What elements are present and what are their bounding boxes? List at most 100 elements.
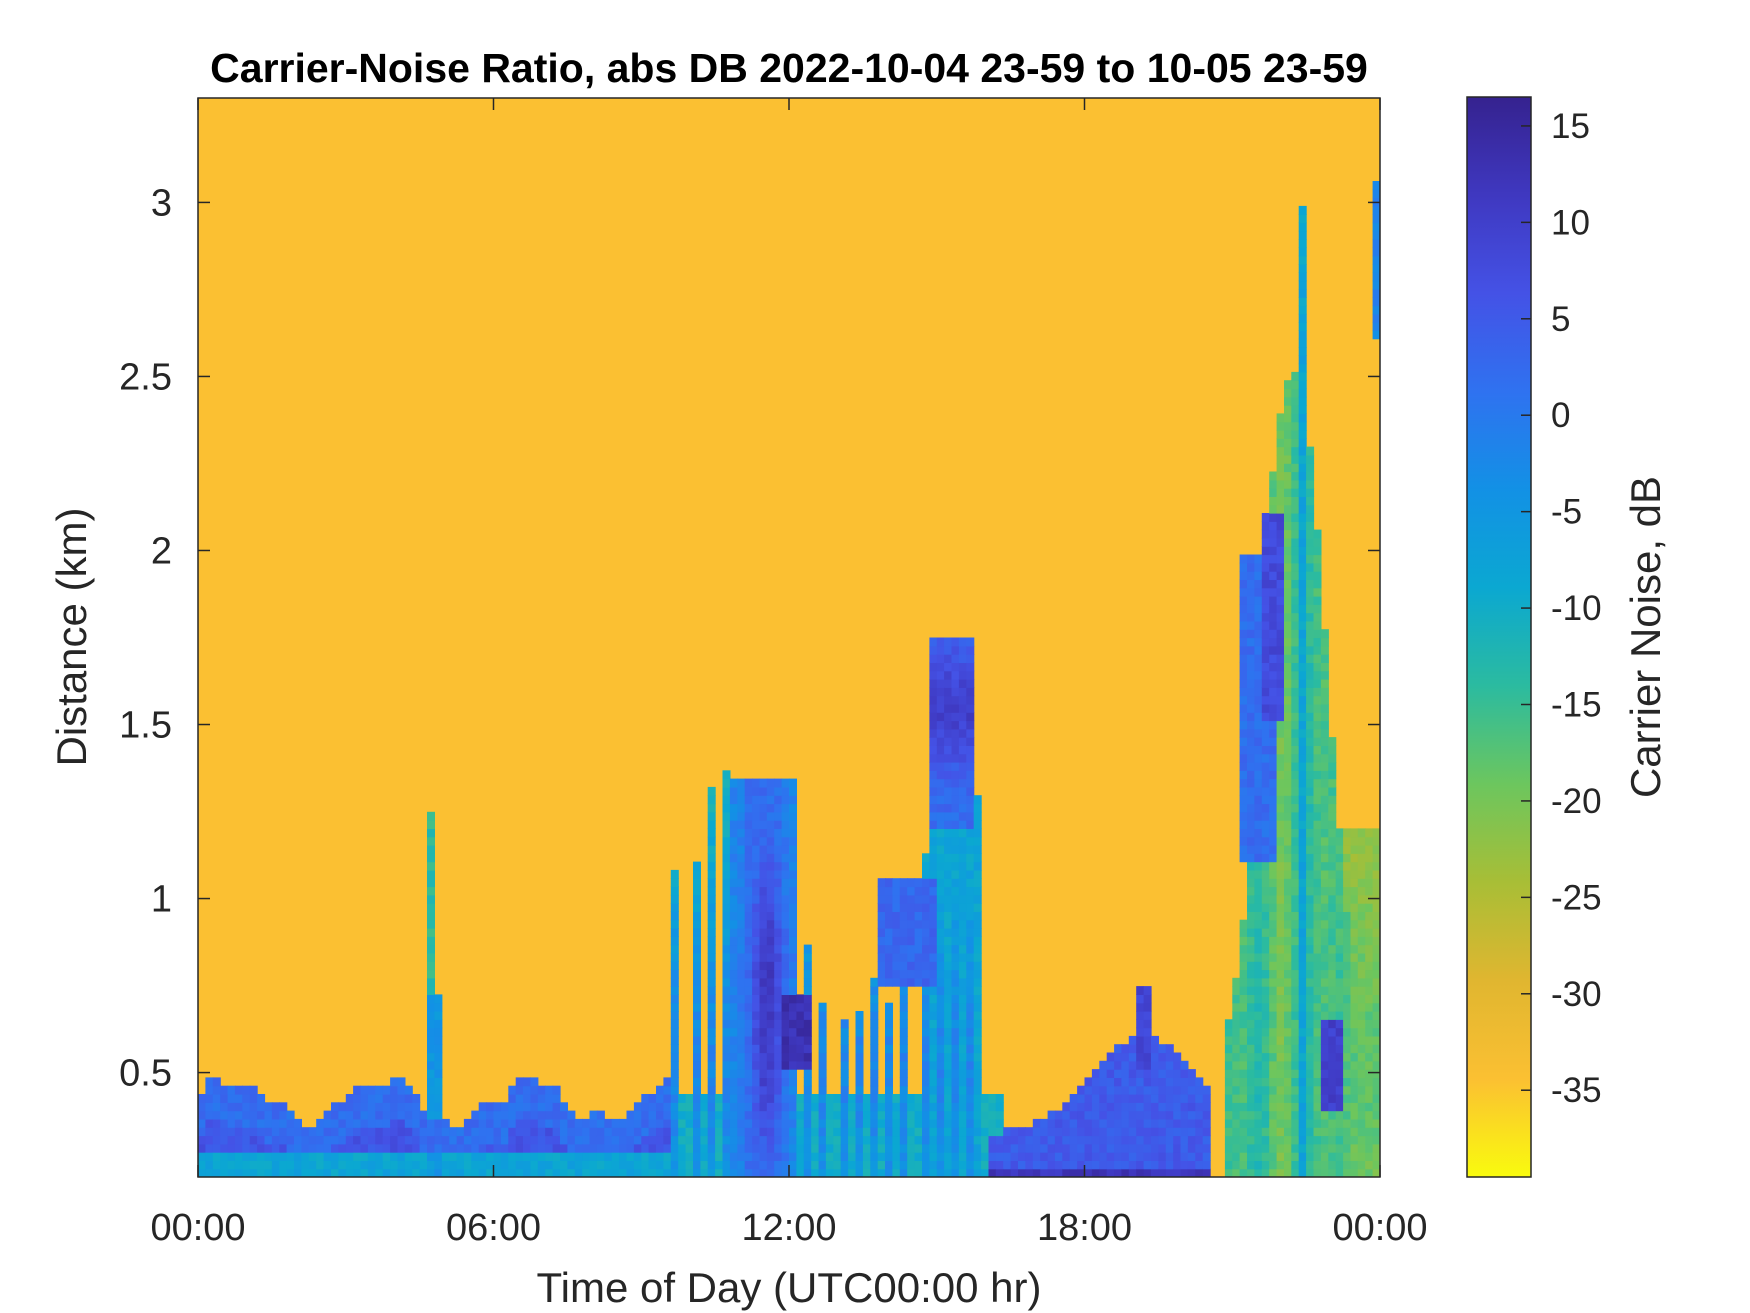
- heatmap-cell: [279, 1168, 288, 1177]
- heatmap-cell: [759, 845, 768, 854]
- heatmap-cell: [1195, 1127, 1204, 1137]
- heatmap-cell: [1298, 239, 1307, 248]
- heatmap-cell: [966, 861, 975, 871]
- heatmap-cell: [973, 936, 982, 946]
- heatmap-cell: [781, 1085, 790, 1095]
- heatmap-cell: [316, 1135, 325, 1145]
- heatmap-cell: [1291, 919, 1300, 929]
- heatmap-cell: [1335, 1152, 1344, 1161]
- heatmap-cell: [781, 820, 790, 829]
- heatmap-cell: [958, 969, 967, 979]
- heatmap-cell: [1158, 1152, 1167, 1161]
- heatmap-cell: [1202, 1110, 1211, 1120]
- heatmap-cell: [766, 878, 775, 888]
- heatmap-cell: [729, 952, 738, 962]
- heatmap-cell: [1269, 662, 1278, 672]
- heatmap-cell: [1298, 770, 1307, 780]
- heatmap-cell: [1291, 1085, 1300, 1095]
- heatmap-cell: [1291, 1077, 1300, 1087]
- heatmap-cell: [885, 1077, 893, 1087]
- heatmap-cell: [958, 1127, 967, 1137]
- heatmap-cell: [1143, 1027, 1152, 1037]
- heatmap-cell: [774, 1160, 783, 1170]
- heatmap-cell: [781, 845, 790, 854]
- heatmap-cell: [353, 1118, 362, 1128]
- heatmap-cell: [766, 1160, 775, 1170]
- heatmap-cell: [249, 1094, 258, 1103]
- heatmap-cell: [855, 1044, 864, 1054]
- heatmap-cell: [1328, 778, 1337, 788]
- heatmap-cell: [811, 1135, 820, 1145]
- heatmap-cell: [1106, 1143, 1115, 1153]
- heatmap-cell: [951, 936, 960, 946]
- heatmap-cell: [427, 1094, 435, 1103]
- heatmap-cell: [1247, 695, 1255, 705]
- heatmap-cell: [596, 1110, 605, 1120]
- heatmap-cell: [766, 803, 775, 813]
- heatmap-cell: [286, 1143, 295, 1153]
- heatmap-cell: [818, 1069, 827, 1078]
- heatmap-cell: [766, 1152, 775, 1161]
- heatmap-cell: [670, 878, 679, 888]
- heatmap-cell: [1313, 936, 1322, 946]
- heatmap-cell: [1121, 1127, 1130, 1137]
- heatmap-cell: [1247, 944, 1255, 954]
- heatmap-cell: [345, 1160, 354, 1170]
- heatmap-cell: [1276, 1085, 1285, 1095]
- heatmap-cell: [1284, 737, 1292, 746]
- heatmap-cell: [1291, 629, 1300, 639]
- heatmap-cell: [1269, 1118, 1278, 1128]
- heatmap-cell: [885, 1168, 893, 1177]
- heatmap-cell: [774, 977, 783, 987]
- heatmap-cell: [1284, 720, 1292, 730]
- heatmap-cell: [944, 654, 953, 663]
- heatmap-cell: [870, 1002, 879, 1012]
- heatmap-cell: [1298, 869, 1307, 879]
- heatmap-cell: [633, 1160, 642, 1170]
- heatmap-cell: [663, 1094, 672, 1103]
- heatmap-cell: [885, 1127, 893, 1137]
- heatmap-cell: [958, 828, 967, 838]
- heatmap-cell: [560, 1127, 568, 1137]
- heatmap-cell: [212, 1143, 221, 1153]
- heatmap-cell: [1357, 1002, 1366, 1012]
- heatmap-cell: [922, 994, 930, 1004]
- heatmap-cell: [1306, 604, 1315, 614]
- heatmap-cell: [966, 1168, 975, 1177]
- heatmap-cell: [1269, 1102, 1278, 1112]
- heatmap-cell: [1025, 1152, 1034, 1161]
- heatmap-cell: [530, 1127, 539, 1137]
- heatmap-cell: [774, 786, 783, 796]
- heatmap-cell: [1298, 753, 1307, 763]
- heatmap-cell: [973, 1110, 982, 1120]
- heatmap-cell: [892, 952, 901, 962]
- heatmap-cell: [789, 1027, 797, 1037]
- heatmap-cell: [1247, 969, 1255, 979]
- heatmap-cell: [781, 928, 790, 937]
- heatmap-cell: [789, 1052, 797, 1062]
- heatmap-cell: [641, 1094, 650, 1103]
- heatmap-cell: [1173, 1069, 1182, 1078]
- heatmap-cell: [922, 1135, 930, 1145]
- heatmap-cell: [1269, 720, 1278, 730]
- heatmap-cell: [1313, 911, 1322, 921]
- heatmap-cell: [500, 1102, 509, 1112]
- heatmap-cell: [944, 1069, 953, 1078]
- heatmap-cell: [951, 869, 960, 879]
- heatmap-cell: [212, 1102, 221, 1112]
- heatmap-cell: [848, 1118, 857, 1128]
- heatmap-cell: [1291, 712, 1300, 722]
- heatmap-cell: [899, 1060, 908, 1070]
- heatmap-cell: [1291, 612, 1300, 622]
- heatmap-cell: [515, 1118, 524, 1128]
- heatmap-cell: [1298, 371, 1307, 381]
- heatmap-cell: [1247, 936, 1255, 946]
- heatmap-cell: [1306, 795, 1315, 805]
- heatmap-cell: [1254, 803, 1263, 813]
- heatmap-cell: [922, 1052, 930, 1062]
- heatmap-cell: [855, 1118, 864, 1128]
- heatmap-cell: [382, 1127, 391, 1137]
- heatmap-cell: [966, 770, 975, 780]
- heatmap-cell: [1298, 1027, 1307, 1037]
- heatmap-cell: [752, 1168, 761, 1177]
